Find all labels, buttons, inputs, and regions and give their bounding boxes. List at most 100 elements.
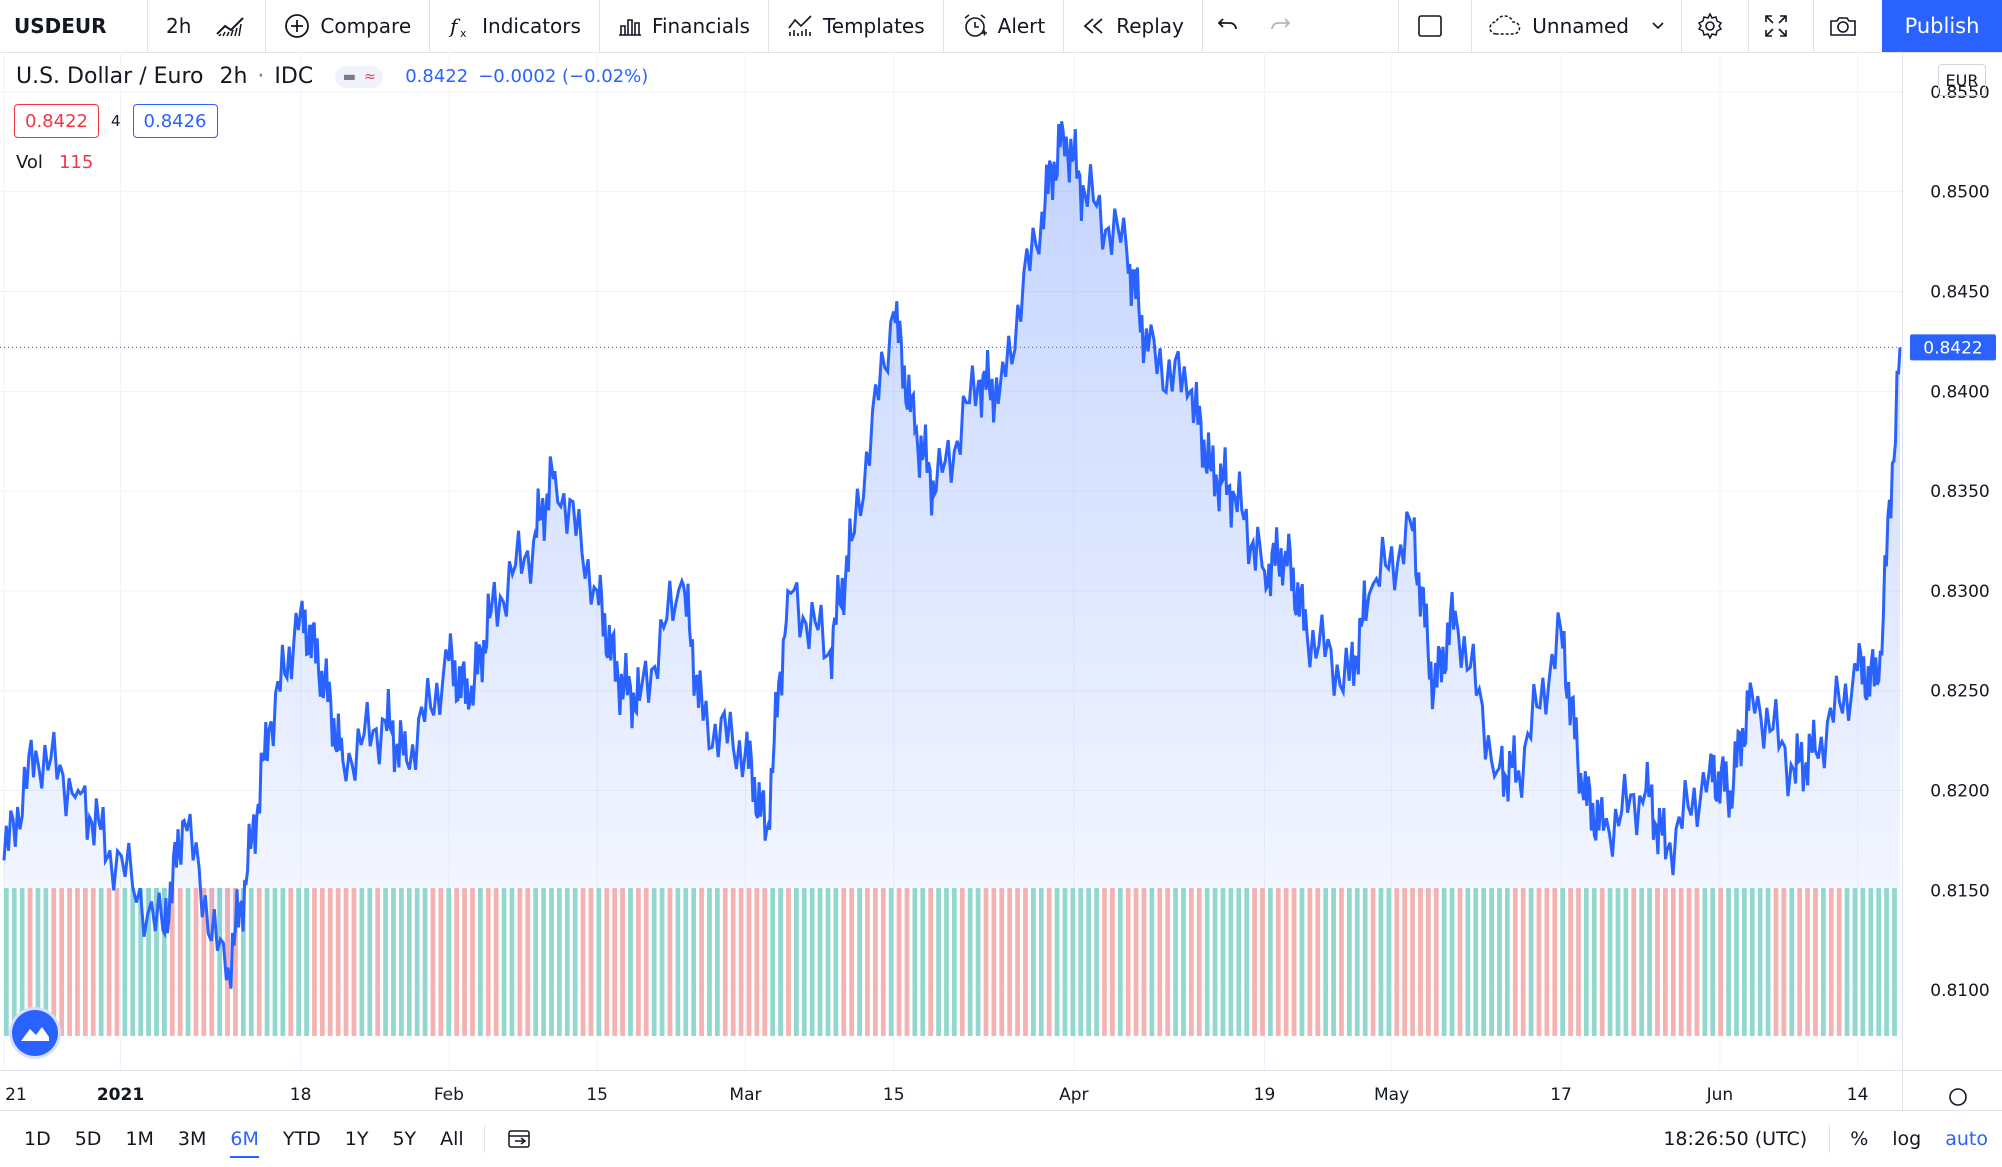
volume-bar: [1773, 888, 1779, 1036]
sell-button[interactable]: 0.8422: [14, 104, 99, 138]
tradingview-logo[interactable]: [12, 1010, 58, 1056]
redo-button[interactable]: [1259, 0, 1311, 52]
volume-bar: [1615, 888, 1621, 1036]
volume-bar: [549, 888, 554, 1036]
volume-bar: [1876, 888, 1882, 1036]
undo-button[interactable]: [1203, 0, 1259, 52]
volume-bar: [730, 888, 736, 1036]
volume-value: 115: [58, 152, 94, 173]
range-6m[interactable]: 6M: [230, 1128, 260, 1158]
layout-menu-button[interactable]: Unnamed: [1471, 0, 1681, 52]
fullscreen-button[interactable]: [1748, 0, 1813, 52]
price-tick-label: 0.8450: [1930, 283, 1989, 303]
range-ytd[interactable]: YTD: [282, 1128, 321, 1150]
price-tick-label: 0.8550: [1930, 83, 1989, 103]
symbol-title[interactable]: U.S. Dollar / Euro: [16, 64, 204, 89]
time-tick-label: Jun: [1706, 1085, 1734, 1105]
volume-bar: [1402, 888, 1408, 1036]
volume-bar: [201, 888, 207, 1036]
volume-bar: [1078, 888, 1084, 1036]
publish-button[interactable]: Publish: [1882, 0, 2002, 52]
volume-bar: [541, 888, 546, 1036]
templates-button[interactable]: Templates: [769, 0, 944, 52]
interval-button[interactable]: 2h: [148, 0, 267, 52]
volume-bar: [636, 888, 641, 1036]
volume-bar: [1670, 888, 1676, 1036]
replay-button[interactable]: Replay: [1064, 0, 1203, 52]
volume-bar: [1220, 888, 1226, 1036]
alert-button[interactable]: Alert: [944, 0, 1065, 52]
volume-bar: [1449, 888, 1455, 1036]
range-3m[interactable]: 3M: [177, 1128, 207, 1150]
time-tick-label: Mar: [729, 1085, 761, 1105]
auto-toggle[interactable]: auto: [1945, 1128, 1988, 1150]
volume-bar: [19, 888, 25, 1036]
volume-bar: [1631, 888, 1637, 1036]
volume-bar: [478, 888, 483, 1036]
volume-bar: [217, 888, 223, 1036]
axis-settings-icon[interactable]: [1949, 1088, 1967, 1106]
volume-bar: [98, 888, 104, 1036]
financials-button[interactable]: Financials: [600, 0, 769, 52]
volume-bar: [335, 888, 341, 1036]
range-1m[interactable]: 1M: [125, 1128, 154, 1150]
volume-bar: [1386, 888, 1392, 1036]
time-tick-label: 21: [5, 1085, 27, 1105]
current-price-tag: [1910, 334, 1996, 361]
volume-bar: [1291, 888, 1297, 1036]
volume-bar: [1015, 888, 1020, 1036]
volume-bar: [588, 888, 594, 1036]
templates-icon: [788, 15, 812, 36]
expand-icon: [1765, 15, 1787, 37]
volume-bar: [1694, 888, 1700, 1036]
volume-bar: [651, 888, 657, 1036]
volume-bar: [1370, 888, 1376, 1036]
clock[interactable]: 18:26:50 (UTC): [1663, 1128, 1808, 1150]
volume-bar: [1347, 888, 1352, 1036]
log-toggle[interactable]: log: [1892, 1128, 1922, 1150]
price-chart[interactable]: 0.8550 0.8500 0.8450 0.8400 0.8350 0.8300 0.82…: [0, 52, 2002, 1110]
range-all[interactable]: All: [440, 1128, 464, 1150]
compare-button[interactable]: Compare: [266, 0, 431, 52]
current-price-label: 0.8422: [1923, 338, 1982, 358]
currency-button[interactable]: EUR: [1938, 64, 1986, 96]
price-tick-label: 0.8300: [1930, 582, 1989, 602]
volume-bar: [1031, 888, 1036, 1036]
status-pill[interactable]: ▬ ≈: [335, 65, 384, 88]
volume-bar: [999, 888, 1005, 1036]
buy-button[interactable]: 0.8426: [132, 104, 218, 138]
volume-bar: [35, 888, 41, 1036]
range-1d[interactable]: 1D: [24, 1128, 51, 1150]
symbol-search-button[interactable]: USDEUR: [0, 0, 148, 52]
volume-bar: [493, 888, 499, 1036]
volume-bar: [114, 888, 120, 1036]
goto-date-icon[interactable]: [507, 1128, 533, 1150]
volume-bar: [1228, 888, 1234, 1036]
settings-button[interactable]: [1681, 0, 1748, 52]
snapshot-button[interactable]: [1813, 0, 1882, 52]
volume-bar: [873, 888, 878, 1036]
range-5d[interactable]: 5D: [74, 1128, 102, 1150]
volume-bar: [1268, 888, 1273, 1036]
volume-bar: [501, 888, 507, 1036]
volume-bar: [11, 888, 17, 1036]
volume-bar: [1062, 888, 1068, 1036]
volume-bar: [1070, 888, 1076, 1036]
volume-bar: [865, 888, 870, 1036]
chart-style-icon[interactable]: [215, 14, 247, 38]
price-tick-label: 0.8200: [1930, 782, 1989, 802]
range-5y[interactable]: 5Y: [392, 1128, 417, 1150]
volume-bar: [430, 888, 436, 1036]
percent-toggle[interactable]: %: [1850, 1128, 1869, 1150]
volume-bar: [1584, 888, 1589, 1036]
range-1y[interactable]: 1Y: [344, 1128, 369, 1150]
fullscreen-toggle-button[interactable]: [1398, 0, 1471, 52]
cloud-icon: [1489, 15, 1521, 35]
volume-bar: [43, 888, 49, 1036]
volume-bar: [1125, 888, 1131, 1036]
volume-bar: [146, 888, 151, 1036]
volume-bar: [90, 888, 96, 1036]
redo-icon: [1271, 18, 1291, 30]
